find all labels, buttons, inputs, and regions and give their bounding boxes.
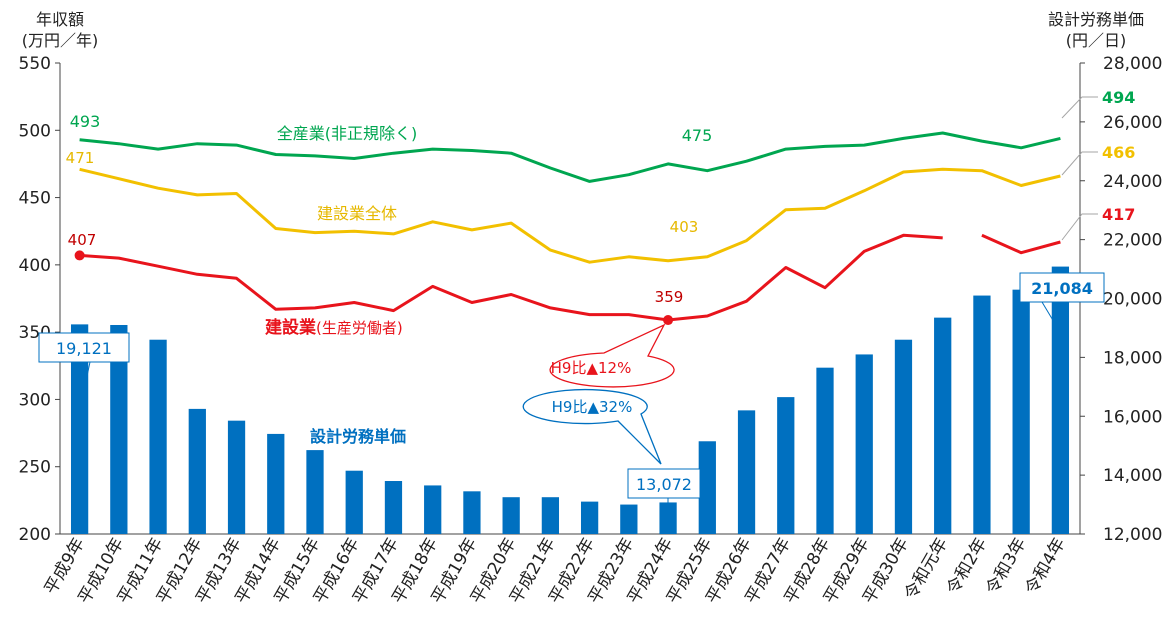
label-bar-last: 21,084 — [1031, 279, 1093, 298]
series-line — [79, 167, 1061, 264]
callout-red-text: H9比▲12% — [551, 359, 632, 377]
bar — [777, 397, 795, 534]
left-tick-label: 250 — [19, 458, 51, 478]
leader-worker — [1061, 213, 1098, 241]
right-tick-label: 18,000 — [1103, 348, 1162, 368]
series-label-construction: 建設業全体 — [317, 204, 397, 223]
bar-series — [70, 266, 1070, 534]
bar — [463, 491, 481, 534]
series-label-worker-main: 建設業 — [265, 317, 316, 338]
bar — [894, 339, 913, 534]
right-tick-label: 24,000 — [1103, 172, 1162, 192]
bar — [1012, 289, 1030, 534]
bar-first-label-box — [38, 332, 130, 363]
callout-blue-bubble — [522, 388, 662, 465]
bar — [934, 317, 952, 534]
bar — [698, 441, 716, 534]
x-axis-labels: 平成9年平成10年平成11年平成12年平成13年平成14年平成15年平成16年平… — [41, 535, 1070, 608]
right-axis-title-line1: 設計労務単価 — [1048, 10, 1144, 29]
right-axis-ticks: 12,000 14,000 16,000 18,000 20,000 22,000 24,0… — [1080, 54, 1162, 545]
right-tick-label: 16,000 — [1103, 407, 1162, 427]
label-bar-first: 19,121 — [56, 339, 112, 358]
leader-bar-first — [83, 361, 91, 391]
series-label-bar: 設計労務単価 — [310, 427, 406, 446]
callout-blue-text: H9比▲32% — [552, 398, 633, 416]
right-tick-label: 26,000 — [1103, 113, 1162, 133]
bar — [973, 295, 991, 534]
left-axis-title-line1: 年収額 — [36, 10, 84, 29]
bar — [1051, 266, 1070, 534]
bar — [110, 324, 128, 534]
bar — [345, 470, 363, 534]
series-line — [981, 233, 1061, 255]
right-tick-label: 12,000 — [1103, 525, 1162, 545]
bar — [855, 354, 873, 534]
label-construction-first: 471 — [66, 149, 95, 167]
right-axis-title-line2: (円／日) — [1066, 31, 1127, 50]
label-construction-h24: 403 — [670, 218, 699, 236]
bar-last-label-box — [1019, 272, 1105, 303]
bar — [70, 324, 89, 534]
left-tick-label: 550 — [19, 54, 51, 74]
bar — [816, 367, 834, 534]
label-bar-h24: 13,072 — [636, 475, 692, 494]
bar — [580, 501, 599, 534]
label-all-industry-h24: 475 — [682, 126, 713, 145]
label-worker-last: 417 — [1102, 205, 1135, 224]
left-axis-title-line2: (万円／年) — [22, 31, 99, 50]
right-tick-label: 28,000 — [1103, 54, 1162, 74]
marker-worker-h24 — [663, 315, 674, 326]
left-tick-label: 500 — [19, 121, 51, 141]
marker-worker-first — [74, 250, 85, 261]
series-label-worker: 建設業(生産労働者) — [265, 317, 403, 338]
bar — [188, 408, 206, 534]
left-tick-label: 400 — [19, 256, 51, 276]
bar — [227, 420, 246, 534]
right-tick-label: 20,000 — [1103, 290, 1162, 310]
leader-bar-last — [1041, 301, 1055, 323]
leader-all-industry — [1061, 96, 1098, 119]
series-label-worker-suffix: (生産労働者) — [316, 319, 403, 337]
bar — [659, 502, 677, 534]
label-worker-h24: 359 — [655, 288, 684, 306]
right-tick-label: 22,000 — [1103, 231, 1162, 251]
left-tick-label: 450 — [19, 189, 51, 209]
callout-red-bubble — [549, 323, 675, 388]
line-series — [74, 131, 1061, 326]
label-all-industry-first: 493 — [70, 112, 101, 131]
label-worker-first: 407 — [68, 231, 97, 249]
bar — [267, 433, 285, 534]
label-construction-last: 466 — [1102, 143, 1135, 162]
left-tick-label: 200 — [19, 525, 51, 545]
bar — [149, 339, 167, 534]
series-label-all-industry: 全産業(非正規除く) — [277, 124, 418, 143]
bar — [620, 504, 638, 534]
right-tick-label: 14,000 — [1103, 466, 1162, 486]
bar-h24-label-box — [627, 468, 701, 499]
bar — [541, 497, 560, 534]
leader-construction — [1061, 151, 1098, 176]
bar — [737, 410, 756, 534]
bar — [384, 481, 403, 534]
series-line — [79, 233, 943, 322]
series-line — [79, 131, 1061, 183]
bar — [424, 485, 442, 534]
label-all-industry-last: 494 — [1102, 88, 1135, 107]
bar — [306, 450, 324, 534]
left-tick-label: 300 — [19, 390, 51, 410]
bar — [502, 497, 520, 534]
